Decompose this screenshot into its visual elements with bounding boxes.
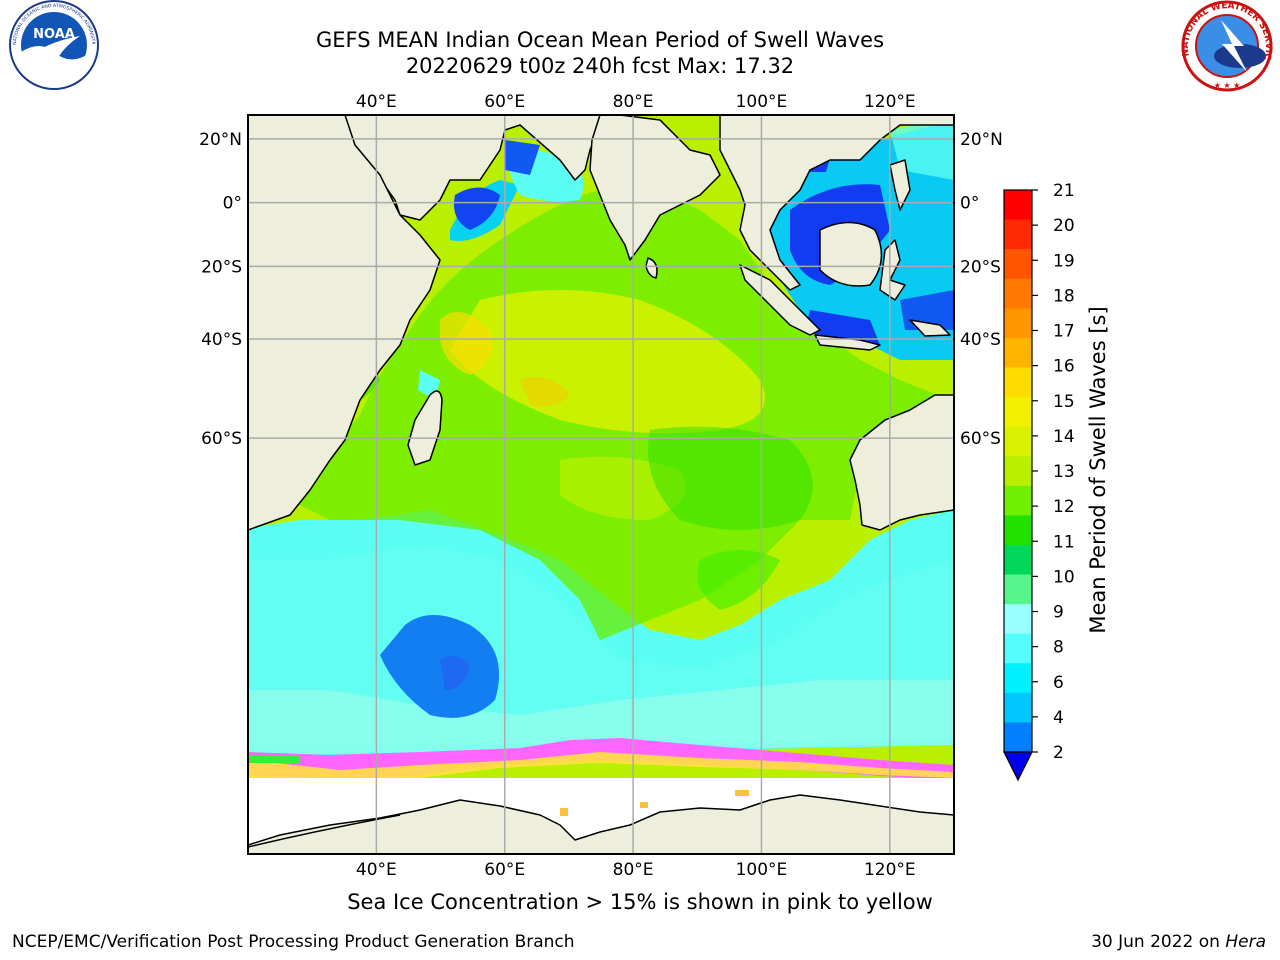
- nws-ring-text: NATIONAL WEATHER SERVICE: [0, 0, 1273, 61]
- lon-tick-label-bottom: 60°E: [484, 860, 525, 880]
- colorbar-tick-label: 17: [1053, 322, 1075, 342]
- colorbar-tick-label: 14: [1053, 427, 1075, 447]
- nws-logo: NATIONAL WEATHER SERVICE ★ ★ ★: [0, 0, 1273, 92]
- colorbar-segment: [1004, 633, 1032, 664]
- colorbar-segment: [1004, 308, 1032, 339]
- colorbar-tick-label: 21: [1053, 181, 1075, 201]
- lat-tick-label-left: 20°S: [201, 257, 242, 277]
- colorbar-segment: [1004, 278, 1032, 309]
- sea-ice-caption: Sea Ice Concentration > 15% is shown in …: [347, 890, 933, 914]
- chart-title: GEFS MEAN Indian Ocean Mean Period of Sw…: [315, 28, 885, 52]
- colorbar-tick-label: 20: [1053, 216, 1075, 236]
- colorbar-tick-label: 11: [1053, 532, 1075, 552]
- lon-tick-label-bottom: 120°E: [864, 860, 916, 880]
- colorbar-segment: [1004, 367, 1032, 398]
- map-area: [248, 115, 954, 854]
- colorbar-tick-label: 18: [1053, 286, 1075, 306]
- colorbar-extend-arrow: [1003, 751, 1033, 782]
- lon-tick-label-top: 80°E: [613, 92, 654, 112]
- colorbar-tick-label: 19: [1053, 251, 1075, 271]
- footer-date-text: 30 Jun 2022 on: [1091, 932, 1226, 952]
- map-frame: [247, 114, 955, 855]
- colorbar-segment: [1004, 574, 1032, 605]
- colorbar-segment: [1004, 485, 1032, 516]
- footer-machine: Hera: [1225, 932, 1266, 952]
- footer-branch: NCEP/EMC/Verification Post Processing Pr…: [12, 932, 575, 952]
- colorbar-segment: [1004, 190, 1032, 221]
- colorbar-tick-label: 15: [1053, 392, 1075, 412]
- colorbar-segment: [1004, 604, 1032, 635]
- colorbar-segment: [1004, 426, 1032, 457]
- svg-text:★ ★ ★: ★ ★ ★: [1214, 81, 1241, 90]
- colorbar-segment: [1004, 663, 1032, 694]
- lat-tick-label-right: 20°N: [960, 130, 1003, 150]
- colorbar-tick-label: 10: [1053, 567, 1075, 587]
- colorbar-segment: [1004, 337, 1032, 368]
- swell-period-field: [248, 118, 954, 760]
- colorbar-segment: [1004, 692, 1032, 723]
- axis-labels: 40°E 40°E 60°E 60°E 80°E 80°E 100°E 100°E 120°E 1…: [199, 92, 1003, 880]
- chart-subtitle: 20220629 t00z 240h fcst Max: 17.32: [405, 54, 795, 78]
- lat-tick-label-left: 60°S: [201, 429, 242, 449]
- colorbar-segment: [1004, 515, 1032, 546]
- lat-tick-label-right: 0°: [960, 194, 979, 214]
- lat-tick-label-left: 20°N: [199, 130, 242, 150]
- lat-tick-label-right: 60°S: [960, 429, 1001, 449]
- colorbar-segment: [1004, 219, 1032, 250]
- lon-tick-label-bottom: 100°E: [736, 860, 788, 880]
- lon-tick-label-top: 100°E: [736, 92, 788, 112]
- lat-tick-label-right: 20°S: [960, 257, 1001, 277]
- lon-tick-label-bottom: 40°E: [356, 860, 397, 880]
- land-masses: [248, 115, 954, 854]
- footer-date: 30 Jun 2022 on Hera: [1091, 932, 1266, 952]
- lon-tick-label-top: 60°E: [484, 92, 525, 112]
- lat-tick-label-left: 0°: [223, 194, 242, 214]
- colorbar-label: Mean Period of Swell Waves [s]: [1086, 306, 1110, 633]
- colorbar-tick-label: 13: [1053, 462, 1075, 482]
- colorbar-segment: [1004, 397, 1032, 428]
- graticule: [248, 115, 954, 854]
- colorbar: 21 20 19 18 17 16 15 14 13 12 11 10 9 8 6 4 2: [1003, 181, 1075, 782]
- lat-tick-label-left: 40°S: [201, 330, 242, 350]
- colorbar-tick-label: 12: [1053, 497, 1075, 517]
- colorbar-tick-label: 9: [1053, 603, 1064, 623]
- colorbar-tick-label: 2: [1053, 743, 1064, 763]
- colorbar-tick-label: 6: [1053, 673, 1064, 693]
- colorbar-segment: [1004, 456, 1032, 487]
- noaa-logo-text: NOAA: [33, 27, 75, 42]
- lon-tick-label-bottom: 80°E: [613, 860, 654, 880]
- colorbar-segment: [1004, 249, 1032, 280]
- colorbar-segment: [1004, 722, 1032, 753]
- noaa-logo: NOAA NATIONAL OCEANIC AND ATMOSPHERIC AD…: [0, 0, 99, 90]
- lon-tick-label-top: 120°E: [864, 92, 916, 112]
- colorbar-segment: [1004, 544, 1032, 576]
- lon-tick-label-top: 40°E: [356, 92, 397, 112]
- colorbar-tick-label: 4: [1053, 708, 1064, 728]
- colorbar-tick-label: 8: [1053, 638, 1064, 658]
- lat-tick-label-right: 40°S: [960, 330, 1001, 350]
- colorbar-tick-label: 16: [1053, 357, 1075, 377]
